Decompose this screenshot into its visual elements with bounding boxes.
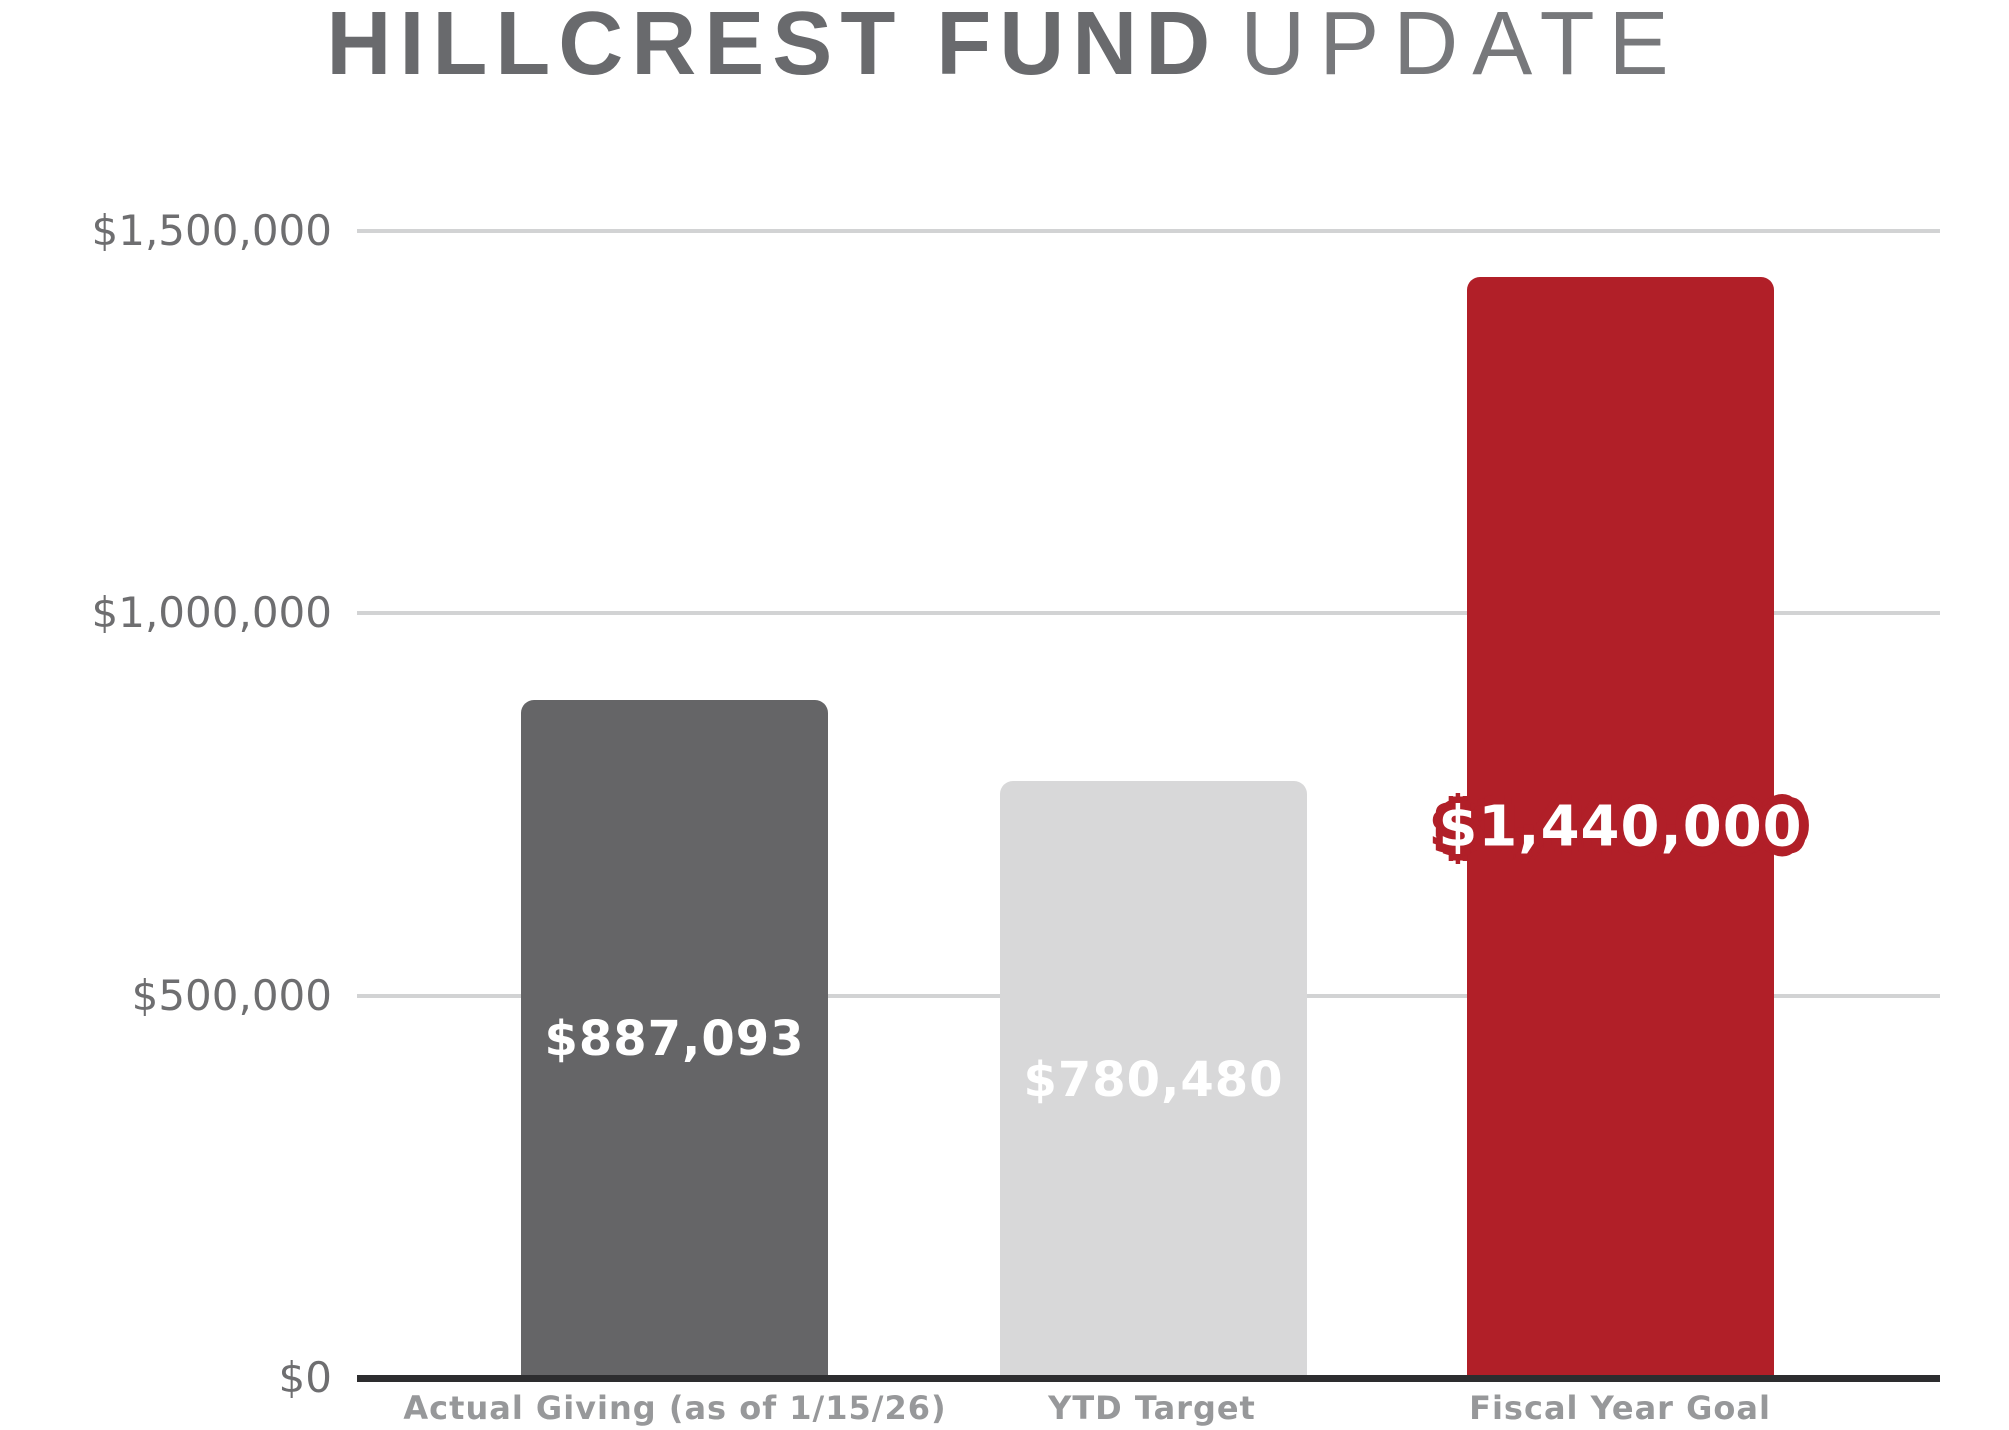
x-axis-label-actual-giving: Actual Giving (as of 1/15/26) xyxy=(403,1389,947,1427)
y-tick-label: $1,500,000 xyxy=(91,206,332,255)
x-axis-label-ytd-target: YTD Target xyxy=(1048,1389,1256,1427)
bar-ytd-target: $780,480 xyxy=(1000,781,1307,1378)
bar-fiscal-year-goal: $1,440,000 xyxy=(1432,276,1808,1378)
y-tick-label: $1,000,000 xyxy=(91,588,332,638)
chart-title-primary: HILLCREST FUND xyxy=(326,0,1219,94)
x-axis-label-fiscal-year-goal: Fiscal Year Goal xyxy=(1469,1389,1771,1427)
bar-value-label: $887,093 xyxy=(544,1010,805,1067)
y-tick-label: $0 xyxy=(278,1353,332,1402)
gridline xyxy=(357,611,1940,616)
chart-title: HILLCREST FUND UPDATE xyxy=(0,0,2009,96)
plot-area: $887,093 $780,480 $1,440,000 xyxy=(357,229,1940,1382)
bar-actual-giving: $887,093 xyxy=(521,699,828,1378)
bar-value-label: $780,480 xyxy=(1023,1051,1284,1108)
x-axis-line xyxy=(357,1375,1940,1382)
y-tick-label: $500,000 xyxy=(131,970,332,1020)
gridline xyxy=(357,229,1940,233)
chart-title-secondary: UPDATE xyxy=(1240,0,1683,94)
bar-value-label: $1,440,000 xyxy=(1432,788,1808,866)
